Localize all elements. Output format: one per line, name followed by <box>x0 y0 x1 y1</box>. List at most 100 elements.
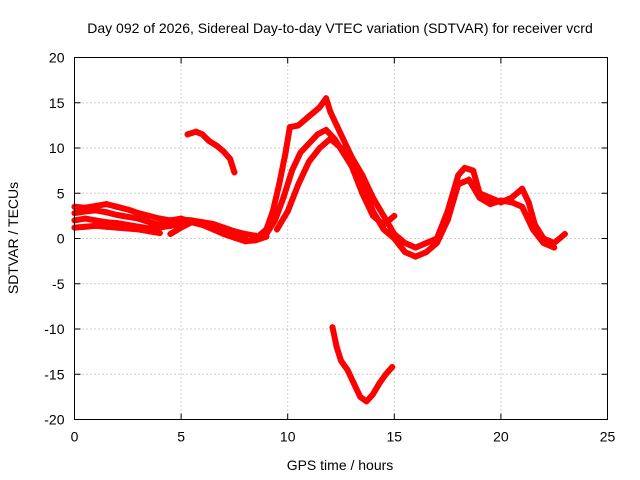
x-tick-label: 15 <box>387 429 403 445</box>
data-point <box>359 190 366 197</box>
data-point <box>231 169 238 176</box>
data-point <box>323 95 330 102</box>
y-tick-label: 5 <box>57 185 65 201</box>
data-point <box>382 371 389 378</box>
tick-layer: 0 5 10 15 20 25 -20 -15 -10 -5 0 5 10 15 20 <box>44 50 615 445</box>
series-dip-lower <box>329 324 396 405</box>
data-point <box>103 201 110 208</box>
data-point <box>220 148 227 155</box>
data-point <box>242 238 249 245</box>
y-tick-label: 15 <box>49 95 65 111</box>
x-tick-label: 0 <box>71 429 79 445</box>
data-point <box>263 230 270 237</box>
data-point <box>333 344 340 351</box>
data-point <box>124 206 131 213</box>
data-point <box>124 213 131 220</box>
data-point <box>297 149 304 156</box>
data-point <box>124 225 131 232</box>
y-tick-label: -20 <box>44 412 64 428</box>
data-point <box>465 176 472 183</box>
data-point <box>423 240 430 247</box>
data-point <box>529 226 536 233</box>
data-point <box>412 253 419 260</box>
data-point <box>103 223 110 230</box>
data-point <box>288 167 295 174</box>
data-point <box>369 194 376 201</box>
data-point <box>316 104 323 111</box>
data-point <box>280 194 287 201</box>
data-point <box>380 221 387 228</box>
data-point <box>295 181 302 188</box>
data-point <box>476 194 483 201</box>
data-point <box>199 221 206 228</box>
data-point <box>340 135 347 142</box>
data-point <box>540 240 547 247</box>
data-point <box>338 357 344 364</box>
data-point <box>357 393 364 400</box>
data-point <box>461 164 468 171</box>
series-layer <box>71 95 568 405</box>
data-point <box>188 219 195 226</box>
data-point <box>274 226 281 233</box>
data-point <box>82 208 89 215</box>
data-point <box>210 226 217 233</box>
data-point <box>497 197 504 204</box>
data-point <box>82 223 89 230</box>
data-point <box>455 181 462 188</box>
data-point <box>433 240 440 247</box>
data-point <box>271 217 278 224</box>
y-tick-label: 20 <box>49 50 65 66</box>
grid-layer <box>74 57 608 420</box>
data-point <box>314 131 321 138</box>
data-point <box>92 217 99 224</box>
data-point <box>269 208 276 215</box>
data-point <box>380 212 387 219</box>
data-point <box>508 199 515 206</box>
data-point <box>455 172 462 179</box>
data-point <box>178 224 185 231</box>
data-point <box>376 380 383 387</box>
data-point <box>252 235 259 242</box>
data-point <box>231 234 238 241</box>
data-point <box>92 207 99 214</box>
data-point <box>82 215 89 222</box>
data-point <box>184 131 191 138</box>
data-point <box>156 224 163 231</box>
data-point <box>323 126 330 133</box>
data-point <box>276 181 283 188</box>
data-point <box>401 240 408 247</box>
data-point <box>327 108 334 115</box>
y-tick-label: -10 <box>44 321 64 337</box>
data-point <box>333 122 340 129</box>
data-point <box>114 224 121 231</box>
data-point <box>423 249 430 256</box>
series-morning-rise-3 <box>274 135 398 233</box>
data-point <box>444 217 451 224</box>
data-point <box>282 149 289 156</box>
data-point <box>135 215 142 222</box>
data-point <box>135 210 142 217</box>
data-point <box>391 235 398 242</box>
data-point <box>214 143 221 150</box>
data-point <box>199 131 206 138</box>
x-tick-label: 5 <box>177 429 185 445</box>
data-point <box>329 324 336 331</box>
data-point <box>284 208 291 215</box>
data-point <box>306 113 313 120</box>
data-point <box>306 140 313 147</box>
data-point <box>114 203 121 210</box>
data-point <box>146 228 153 235</box>
data-point <box>316 145 323 151</box>
data-point <box>391 212 398 219</box>
data-point <box>92 222 99 229</box>
data-point <box>135 226 142 233</box>
data-point <box>348 163 355 170</box>
data-point <box>193 128 200 135</box>
y-tick-label: 0 <box>57 231 65 247</box>
data-point <box>487 201 494 208</box>
data-point <box>205 137 212 144</box>
data-point <box>220 230 227 237</box>
data-point <box>338 145 344 151</box>
data-point <box>146 219 153 226</box>
data-point <box>114 211 121 218</box>
